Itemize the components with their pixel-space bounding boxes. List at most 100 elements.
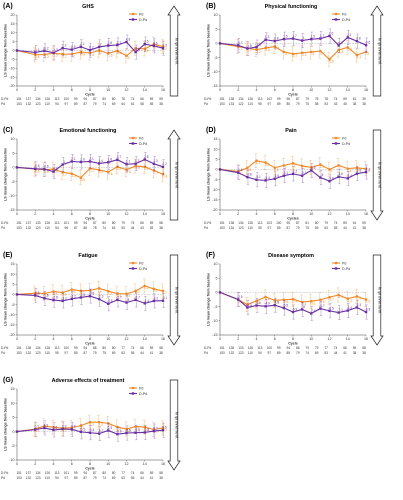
n-at-risk-value: 136 [229,346,235,350]
data-label: 0.3 [126,294,131,298]
n-at-risk-value: 43 [334,102,338,106]
data-point-dpd [88,48,92,52]
n-at-risk-value: 110 [45,476,50,480]
n-at-risk-value: 133 [229,102,235,106]
data-label: 1.8 [135,427,140,431]
n-at-risk-value: 41 [150,476,154,480]
data-point-pd [106,289,110,293]
n-at-risk-value: 59 [362,221,366,225]
data-point-pd [70,288,74,291]
data-label: -5.6 [328,60,334,64]
n-at-risk-value: 86 [83,226,87,230]
series-line-d-pd [219,291,367,315]
data-label: -3.1 [310,301,316,305]
data-label: -6.4 [347,306,353,310]
panel-title: Pain [285,128,296,134]
y-tick-label: 0 [216,42,218,46]
data-label: 0.8 [356,168,361,172]
series-line-d-pd [219,35,367,50]
n-at-risk-value: 74 [131,221,135,225]
n-at-risk-value: 81 [305,221,309,225]
data-label: -2.1 [356,169,362,173]
n-at-risk-value: 38 [159,351,163,355]
series-line-d-pd [16,41,164,54]
data-point-pd [319,163,322,166]
data-label: -0.1 [80,427,86,431]
y-tick-label: -15 [9,208,14,212]
data-point-pd [346,167,350,170]
data-point-dpd [328,179,331,183]
data-label: 0.4 [117,294,122,298]
data-label: 3 [100,289,102,293]
data-label: 2.2 [162,47,167,51]
n-at-risk-value: 74 [334,221,338,225]
data-point-pd [291,297,295,301]
data-point-dpd [300,174,304,177]
n-at-risk-value: 38 [362,102,366,106]
data-point-dpd [116,43,119,47]
data-point-dpd [70,297,73,301]
data-point-pd [125,54,128,58]
y-tick-label: 0 [216,291,218,295]
data-label: -3.3 [301,53,307,57]
data-label: -2.6 [237,300,243,304]
n-at-risk-value: 38 [159,102,163,106]
n-at-risk-value: 74 [334,97,338,101]
y-axis-title: LS mean change from baseline [4,24,8,77]
data-point-dpd [319,307,322,310]
data-point-pd [291,162,295,165]
n-at-risk-value: 53 [324,351,328,355]
series-line-pd [16,165,164,179]
n-at-risk-value: 74 [131,471,135,475]
n-at-risk-value: 69 [315,226,319,230]
x-tick-label: 4 [53,337,55,341]
data-label: 1.1 [126,160,131,164]
x-tick-label: 0 [219,88,221,92]
data-label: 0.8 [274,168,279,172]
n-at-risk-value: 86 [296,346,300,350]
n-at-risk-value: 151 [219,346,225,350]
data-label: -0.6 [365,41,371,45]
legend-marker [131,392,135,395]
data-label: -1.7 [61,172,67,176]
data-label: -2.7 [319,51,325,55]
x-tick-label: 4 [256,88,258,92]
legend-marker [131,18,135,21]
n-at-risk-value: 44 [140,476,144,480]
n-at-risk-value: 153 [16,102,22,106]
improvement-label: Improvement [378,162,383,190]
data-point-dpd [161,46,165,50]
data-point-dpd [52,298,55,302]
legend-label: Pd [139,136,143,140]
data-label: 2 [284,166,286,170]
y-tick-label: -15 [212,198,217,202]
legend-marker [131,267,135,270]
data-label: -0.4 [89,428,95,432]
x-tick-label: 0 [219,212,221,216]
n-at-risk-value: 64 [121,102,125,106]
y-tick-label: 5 [13,282,15,286]
data-label: -1.6 [237,168,243,172]
data-label: -0.9 [337,295,343,299]
data-point-dpd [255,304,258,307]
data-label: -5.7 [319,304,325,308]
legend-marker [334,261,338,265]
data-label: 0.5 [44,294,49,298]
y-axis-title: LS mean change from baseline [4,148,8,201]
data-point-pd [309,299,313,303]
data-point-dpd [15,430,19,433]
data-label: -2.4 [162,174,168,178]
x-tick-label: 2 [237,88,239,92]
improvement-label: Improvement [175,162,180,190]
data-point-pd [143,284,147,288]
improvement-label: Improvement [175,38,180,66]
data-point-dpd [61,163,64,166]
improvement-label: Improvement [378,38,383,66]
y-tick-label: 10 [214,147,218,151]
data-point-dpd [88,431,92,434]
n-at-risk-value: 79 [305,346,309,350]
legend-marker [334,12,338,16]
improvement-arrow-icon [167,254,181,346]
y-tick-label: 10 [11,401,15,405]
